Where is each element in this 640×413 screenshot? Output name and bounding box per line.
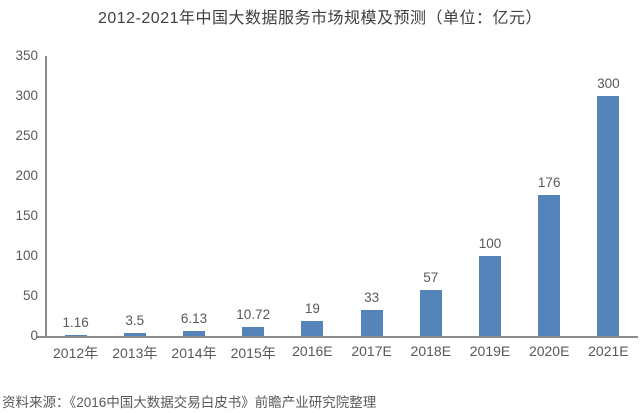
bar-2016E xyxy=(301,320,324,336)
x-axis-label: 2020E xyxy=(528,343,570,359)
y-tick-label: 200 xyxy=(15,168,38,183)
source-note: 资料来源：《2016中国大数据交易白皮书》前瞻产业研究院整理 xyxy=(2,395,377,410)
x-axis-label: 2015年 xyxy=(230,345,276,361)
x-axis-label: 2016E xyxy=(292,343,333,359)
chart-title: 2012-2021年中国大数据服务市场规模及预测（单位：亿元） xyxy=(97,10,543,27)
y-axis-line xyxy=(45,56,47,338)
x-axis-label: 2012年 xyxy=(53,345,99,361)
y-tick-label: 250 xyxy=(15,128,38,143)
bar-2020E xyxy=(538,195,561,336)
bar-2014年 xyxy=(183,331,205,336)
bar-value-label: 300 xyxy=(597,76,620,91)
bar-2013年 xyxy=(123,333,146,336)
bar-value-label: 176 xyxy=(537,175,561,191)
bar-value-label: 6.13 xyxy=(180,311,208,327)
y-tick-label: 0 xyxy=(30,328,38,343)
x-axis-label: 2019E xyxy=(469,343,511,359)
x-axis-line xyxy=(37,336,638,338)
bar-2018E xyxy=(419,290,442,336)
bar-value-label: 57 xyxy=(423,270,439,286)
bar-value-label: 3.5 xyxy=(125,313,145,329)
bar-2021E xyxy=(597,96,620,336)
bar-2017E xyxy=(360,309,383,336)
bar-2019E xyxy=(479,256,501,336)
x-axis-label: 2021E xyxy=(588,343,629,359)
x-axis-label: 2014年 xyxy=(171,345,217,361)
bar-value-label: 1.16 xyxy=(62,315,89,331)
bar-2015年 xyxy=(242,327,265,336)
bar-value-label: 33 xyxy=(364,289,380,305)
y-tick-label: 100 xyxy=(15,248,38,263)
x-axis-label: 2017E xyxy=(351,343,392,359)
bar-value-label: 100 xyxy=(478,236,502,251)
bar-2012年 xyxy=(64,335,87,336)
y-tick-label: 350 xyxy=(15,48,38,63)
x-axis-label: 2018E xyxy=(410,343,452,359)
y-tick-label: 150 xyxy=(15,208,38,223)
x-axis-label: 2013年 xyxy=(112,345,158,361)
y-tick-label: 300 xyxy=(15,88,38,103)
bar-value-label: 19 xyxy=(304,300,320,316)
bar-value-label: 10.72 xyxy=(236,307,271,323)
y-tick-label: 50 xyxy=(22,288,38,303)
